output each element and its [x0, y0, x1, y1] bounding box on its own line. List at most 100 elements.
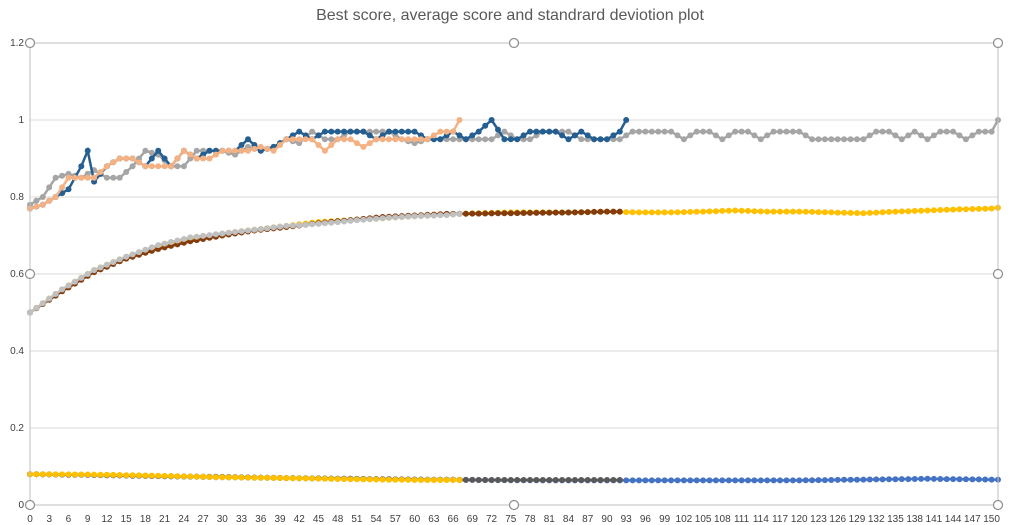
data-point	[719, 136, 726, 143]
data-point	[283, 222, 290, 229]
x-tick-label: 33	[236, 514, 248, 525]
data-point	[411, 136, 418, 143]
data-point	[911, 476, 918, 482]
data-point	[539, 477, 546, 483]
x-tick-label: 6	[66, 514, 72, 525]
data-point	[661, 477, 668, 484]
data-point	[482, 477, 489, 483]
resize-handle[interactable]	[508, 499, 520, 511]
x-tick-label: 120	[791, 514, 808, 525]
x-tick-label: 66	[448, 514, 460, 525]
data-point	[245, 136, 251, 143]
data-point	[559, 132, 566, 139]
data-point	[347, 128, 354, 135]
x-tick-label: 12	[101, 514, 113, 525]
data-point	[245, 474, 251, 481]
data-point	[462, 476, 469, 483]
data-point	[712, 208, 719, 215]
data-point	[353, 140, 360, 147]
x-tick-label: 87	[582, 514, 594, 525]
data-point	[302, 136, 309, 143]
data-point	[264, 145, 271, 152]
data-point	[828, 209, 835, 216]
data-point	[706, 477, 713, 484]
data-point	[142, 246, 149, 253]
data-point	[238, 142, 245, 148]
data-point	[462, 136, 469, 143]
data-point	[648, 209, 655, 216]
data-point	[578, 136, 585, 143]
chart-title: Best score, average score and standrard …	[316, 7, 704, 24]
data-point	[674, 209, 681, 216]
data-point	[386, 136, 392, 143]
data-point	[206, 155, 213, 162]
data-point	[84, 471, 91, 478]
data-point	[642, 128, 649, 135]
x-tick-label: 123	[810, 514, 827, 525]
data-point	[501, 128, 508, 135]
data-point	[379, 215, 386, 222]
data-point	[988, 476, 995, 483]
data-point	[802, 208, 809, 215]
resize-handle[interactable]	[992, 37, 1004, 49]
data-point	[225, 147, 232, 154]
data-point	[200, 232, 207, 239]
data-point	[424, 136, 431, 143]
x-tick-label: 21	[159, 514, 171, 525]
data-point	[546, 209, 553, 216]
data-point	[155, 472, 162, 479]
data-point	[610, 132, 617, 139]
x-tick-label: 48	[332, 514, 344, 525]
x-tick-label: 96	[640, 514, 652, 525]
resize-handle[interactable]	[24, 499, 36, 511]
resize-handle[interactable]	[24, 37, 36, 49]
data-point	[334, 219, 341, 226]
data-point	[430, 477, 437, 483]
data-point	[578, 477, 585, 483]
data-point	[700, 128, 707, 135]
resize-handle[interactable]	[508, 37, 520, 49]
data-point	[700, 208, 707, 215]
data-point	[398, 214, 405, 220]
data-point	[52, 194, 59, 200]
data-point	[161, 163, 168, 170]
data-point	[962, 206, 969, 213]
data-point	[392, 136, 399, 143]
data-point	[78, 163, 85, 170]
data-point	[456, 117, 463, 123]
data-point	[892, 132, 899, 139]
selection-frame[interactable]	[24, 37, 1004, 511]
data-point	[71, 174, 78, 181]
data-point	[982, 476, 989, 483]
data-point	[161, 472, 168, 479]
data-point	[116, 155, 123, 162]
data-point	[892, 208, 899, 215]
data-point	[488, 136, 495, 143]
data-point	[642, 477, 649, 484]
data-point	[193, 155, 200, 162]
data-point	[309, 128, 316, 135]
data-point	[616, 136, 623, 143]
resize-handle[interactable]	[992, 268, 1004, 280]
data-point	[834, 209, 841, 216]
data-point	[116, 472, 123, 478]
data-point	[270, 147, 277, 154]
data-point	[443, 477, 450, 483]
data-point	[366, 476, 373, 483]
resize-handle[interactable]	[24, 268, 36, 280]
data-point	[142, 472, 149, 479]
data-point	[847, 136, 854, 143]
data-point	[91, 267, 98, 274]
data-point	[539, 209, 546, 216]
x-tick-label: 39	[274, 514, 286, 525]
data-point	[783, 208, 790, 215]
data-point	[482, 136, 489, 143]
data-point	[962, 476, 969, 483]
data-point	[206, 147, 213, 154]
resize-handle[interactable]	[992, 499, 1004, 511]
data-point	[674, 477, 681, 484]
data-point	[924, 207, 931, 214]
data-point	[84, 147, 91, 154]
data-point	[777, 477, 783, 484]
data-point	[482, 210, 489, 217]
